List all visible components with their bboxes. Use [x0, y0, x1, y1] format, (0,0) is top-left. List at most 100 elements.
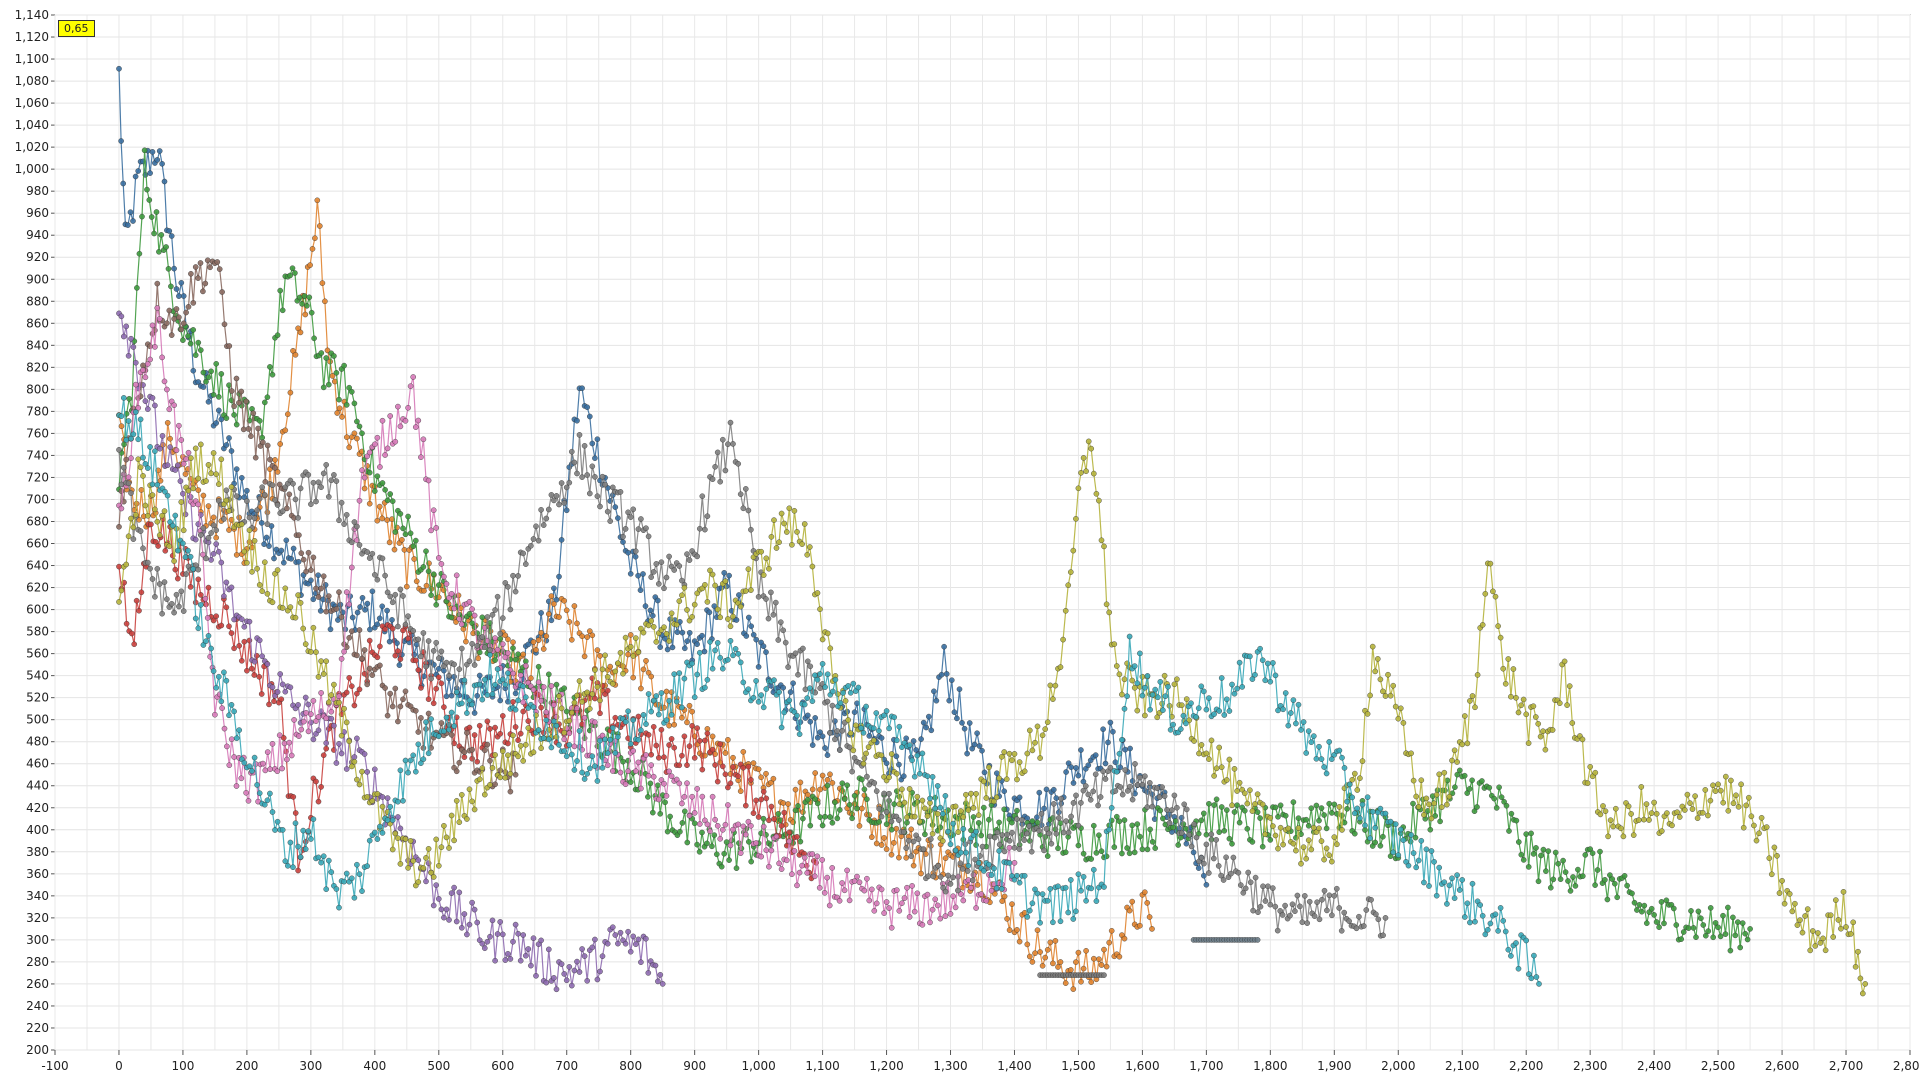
- data-point: [805, 792, 811, 798]
- data-point: [558, 537, 565, 543]
- data-point: [888, 925, 895, 931]
- data-point: [336, 904, 342, 911]
- data-point: [1122, 767, 1128, 773]
- data-point: [1180, 821, 1187, 827]
- data-point: [1224, 777, 1230, 783]
- data-point: [778, 866, 785, 872]
- data-point: [771, 816, 777, 822]
- data-point: [164, 386, 170, 393]
- data-point: [635, 649, 642, 656]
- data-point: [1387, 818, 1394, 825]
- data-point: [1605, 833, 1611, 840]
- data-point: [512, 921, 519, 928]
- data-point: [909, 883, 915, 889]
- data-point: [356, 627, 363, 633]
- data-point: [546, 611, 552, 617]
- data-point: [1349, 777, 1355, 783]
- data-point: [556, 742, 562, 748]
- y-tick-label: 600: [26, 603, 49, 617]
- data-point: [377, 464, 383, 470]
- data-point: [397, 703, 404, 710]
- data-point: [551, 702, 557, 708]
- data-point: [284, 411, 291, 418]
- data-point: [597, 697, 603, 704]
- data-point: [1004, 831, 1010, 838]
- data-point: [766, 863, 772, 870]
- data-point: [1516, 839, 1522, 845]
- data-point: [487, 652, 493, 658]
- data-point: [579, 633, 585, 640]
- data-point: [280, 559, 287, 566]
- data-point: [726, 572, 732, 579]
- data-point: [563, 977, 570, 984]
- data-point: [1318, 805, 1325, 811]
- data-point: [1466, 786, 1473, 792]
- data-point: [507, 788, 514, 795]
- data-point: [238, 521, 245, 528]
- data-point: [331, 681, 337, 688]
- data-point: [1272, 903, 1279, 910]
- data-point: [612, 932, 619, 938]
- data-point: [525, 641, 532, 648]
- data-point: [420, 745, 427, 751]
- data-point: [1426, 883, 1432, 889]
- data-point: [195, 566, 202, 573]
- data-point: [208, 645, 214, 652]
- y-tick-label: 680: [26, 514, 49, 528]
- data-point: [174, 575, 181, 582]
- data-point: [1057, 918, 1064, 925]
- data-point: [891, 840, 897, 846]
- data-point: [1098, 848, 1105, 855]
- data-point: [430, 874, 437, 880]
- data-point: [183, 571, 189, 577]
- data-point: [824, 782, 831, 789]
- data-point: [1024, 914, 1031, 920]
- data-point: [1037, 755, 1043, 761]
- data-point: [530, 704, 537, 710]
- data-point: [776, 860, 782, 867]
- data-point: [981, 778, 987, 785]
- data-point: [965, 862, 972, 869]
- data-point: [1497, 905, 1504, 911]
- data-point: [205, 461, 212, 468]
- data-point: [785, 801, 791, 807]
- data-point: [599, 765, 606, 771]
- data-point: [461, 754, 468, 760]
- data-point: [307, 262, 313, 268]
- data-point: [681, 584, 688, 591]
- data-point: [1308, 846, 1315, 853]
- data-point: [1129, 796, 1136, 803]
- data-point: [1326, 800, 1332, 807]
- data-point: [456, 889, 463, 896]
- x-tick-label: 2,800: [1893, 1059, 1920, 1073]
- data-point: [1537, 733, 1544, 740]
- data-point: [648, 673, 655, 680]
- data-point: [812, 770, 819, 776]
- data-point: [197, 347, 204, 353]
- data-point: [1390, 849, 1396, 856]
- data-point: [466, 786, 473, 793]
- data-point: [497, 774, 504, 781]
- data-point: [1469, 693, 1476, 699]
- data-point: [569, 448, 575, 455]
- data-point: [694, 725, 701, 731]
- data-point: [1075, 485, 1082, 492]
- data-point: [233, 493, 240, 500]
- data-point: [727, 842, 734, 849]
- data-point: [458, 925, 465, 931]
- data-point: [387, 690, 394, 697]
- data-point: [250, 410, 257, 417]
- data-point: [1703, 932, 1709, 939]
- data-point: [233, 375, 240, 382]
- data-point: [195, 379, 202, 385]
- data-point: [512, 706, 519, 713]
- data-point: [331, 353, 337, 359]
- data-point: [177, 478, 184, 484]
- data-point: [955, 829, 962, 835]
- data-point: [607, 736, 614, 743]
- data-point: [154, 157, 161, 163]
- data-point: [461, 749, 468, 756]
- data-point: [423, 719, 429, 725]
- data-point: [256, 790, 263, 797]
- data-point: [328, 869, 335, 875]
